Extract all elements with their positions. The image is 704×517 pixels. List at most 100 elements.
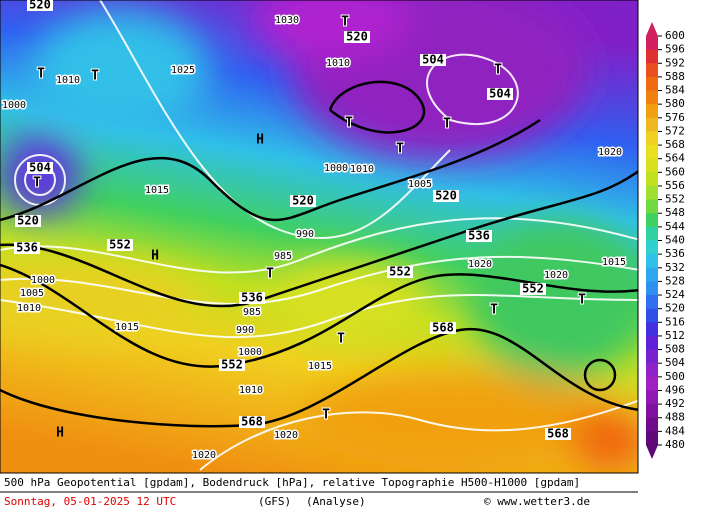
low-symbol: T xyxy=(396,142,404,157)
geopotential-label: 520 xyxy=(435,189,457,203)
high-symbol: H xyxy=(256,133,264,148)
geopotential-label-bg xyxy=(239,292,265,304)
pressure-label: 1005 xyxy=(408,179,432,190)
geopotential-label: 520 xyxy=(17,214,39,228)
map-frame xyxy=(0,0,639,474)
pressure-label: 1020 xyxy=(468,259,492,270)
geopotential-label-bg xyxy=(290,195,316,207)
pressure-label: 1005 xyxy=(20,288,44,299)
pressure-label: 985 xyxy=(274,251,292,262)
pressure-label: 1015 xyxy=(308,361,332,372)
colorbar-swatch xyxy=(646,390,658,405)
low-symbol: T xyxy=(266,267,274,282)
geopotential-label: 552 xyxy=(389,265,411,279)
geopotential-label: 552 xyxy=(221,358,243,372)
geopotential-label-bg xyxy=(466,230,492,242)
colorbar-label: 568 xyxy=(665,138,685,151)
colorbar-swatch xyxy=(646,281,658,296)
colorbar-swatch xyxy=(646,226,658,241)
colorbar-swatch xyxy=(646,76,658,92)
colorbar-label: 544 xyxy=(665,220,685,233)
low-symbol: T xyxy=(578,293,586,308)
colorbar-swatch xyxy=(646,349,658,364)
pressure-label: 1010 xyxy=(239,385,263,396)
colorbar-label: 528 xyxy=(665,274,685,287)
pressure-label: 1010 xyxy=(326,58,350,69)
colorbar-swatch xyxy=(646,295,658,310)
pressure-label: 1010 xyxy=(17,303,41,314)
geopotential-label: 552 xyxy=(109,238,131,252)
pressure-label: 1020 xyxy=(544,270,568,281)
colorbar-swatch xyxy=(646,172,658,187)
colorbar-label: 488 xyxy=(665,411,685,424)
pressure-label: 1000 xyxy=(2,100,26,111)
high-symbol: H xyxy=(151,249,159,264)
colorbar-swatch xyxy=(646,322,658,337)
pressure-label: 1015 xyxy=(145,185,169,196)
colorbar-swatch xyxy=(646,254,658,269)
geopotential-label-bg xyxy=(487,88,513,100)
colorbar-label: 504 xyxy=(665,356,685,369)
geopotential-label: 568 xyxy=(547,427,569,441)
pressure-label: 1000 xyxy=(31,275,55,286)
geopotential-label-bg xyxy=(15,215,41,227)
pressure-label: 990 xyxy=(296,229,314,240)
low-symbol: T xyxy=(345,116,353,131)
geopotential-label: 568 xyxy=(241,415,263,429)
footer-model: (GFS) xyxy=(258,495,291,508)
geopotential-label: 504 xyxy=(29,161,51,175)
geopotential-label-bg xyxy=(430,322,456,334)
low-symbol: T xyxy=(322,408,330,423)
colorbar-label: 516 xyxy=(665,315,685,328)
colorbar-swatch xyxy=(646,308,658,323)
geopotential-label-bg xyxy=(433,190,459,202)
colorbar-label: 496 xyxy=(665,383,685,396)
colorbar-label: 552 xyxy=(665,193,685,206)
geopotential-label-bg xyxy=(239,416,265,428)
pressure-label: 1020 xyxy=(598,147,622,158)
low-symbol: T xyxy=(490,303,498,318)
colorbar-label: 556 xyxy=(665,179,685,192)
colorbar-label: 588 xyxy=(665,70,685,83)
geopotential-label: 536 xyxy=(241,291,263,305)
colorbar-swatch xyxy=(646,131,658,146)
pressure-label: 1020 xyxy=(192,450,216,461)
pressure-label: 985 xyxy=(243,307,261,318)
colorbar-swatch xyxy=(646,104,658,119)
geopotential-label-bg xyxy=(344,31,370,43)
colorbar-label: 500 xyxy=(665,370,685,383)
colorbar-label: 524 xyxy=(665,288,685,301)
low-symbol: T xyxy=(37,67,45,82)
pressure-label: 1020 xyxy=(274,430,298,441)
map-field xyxy=(0,0,638,473)
geopotential-label: 520 xyxy=(346,30,368,44)
colorbar-label: 548 xyxy=(665,206,685,219)
geopotential-label: 504 xyxy=(422,53,444,67)
colorbar-label: 560 xyxy=(665,165,685,178)
colorbar-label: 480 xyxy=(665,438,685,451)
colorbar-label: 520 xyxy=(665,302,685,315)
geopotential-label: 520 xyxy=(292,194,314,208)
colorbar-label: 600 xyxy=(665,29,685,42)
high-symbol: H xyxy=(56,426,64,441)
geopotential-label-bg xyxy=(27,162,53,174)
geopotential-label-bg xyxy=(27,0,53,11)
pressure-label: 1010 xyxy=(350,164,374,175)
geopotential-label-bg xyxy=(420,54,446,66)
geopotential-label: 504 xyxy=(489,87,511,101)
geopotential-label-bg xyxy=(107,239,133,251)
geopotential-label-bg xyxy=(14,242,40,254)
colorbar-label: 592 xyxy=(665,56,685,69)
colorbar-label: 576 xyxy=(665,111,685,124)
colorbar-swatch xyxy=(646,431,658,446)
pressure-label: 1025 xyxy=(171,65,195,76)
footer-credit: © www.wetter3.de xyxy=(484,495,590,508)
low-symbol: T xyxy=(337,332,345,347)
geopotential-label-bg xyxy=(219,359,245,371)
pressure-label: 1030 xyxy=(275,15,299,26)
colorbar-swatch xyxy=(646,36,658,51)
colorbar-swatch xyxy=(646,363,658,378)
colorbar-swatch xyxy=(646,240,658,255)
colorbar-swatch xyxy=(646,404,658,419)
